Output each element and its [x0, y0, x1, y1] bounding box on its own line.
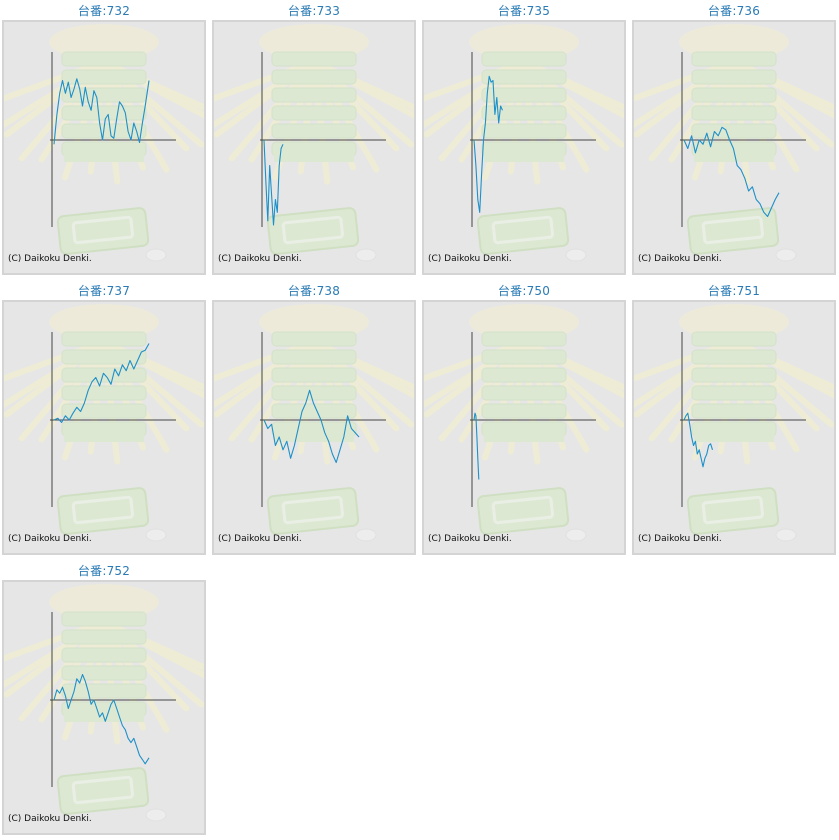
data-series-line [683, 126, 780, 218]
chart-title[interactable]: 台番:735 [497, 4, 551, 18]
chart-title[interactable]: 台番:732 [77, 4, 131, 18]
chart-cell: 台番:750 (C) Daikoku Denki. [422, 280, 626, 557]
chart-title[interactable]: 台番:751 [707, 284, 761, 298]
copyright-text: (C) Daikoku Denki. [218, 254, 302, 264]
chart-cell: 台番:735 (C) Daikoku Denki. [422, 0, 626, 277]
chart-cell: 台番:751 (C) Daikoku Denki. [632, 280, 836, 557]
copyright-text: (C) Daikoku Denki. [8, 534, 92, 544]
chart-cell: 台番:737 (C) Daikoku Denki. [2, 280, 206, 557]
data-series-line [683, 412, 714, 468]
line-chart [680, 332, 806, 507]
chart-panel: (C) Daikoku Denki. [2, 580, 206, 835]
background-image [424, 304, 624, 542]
copyright-text: (C) Daikoku Denki. [218, 534, 302, 544]
background-illustration [634, 24, 834, 262]
background-illustration [214, 304, 414, 542]
copyright-text: (C) Daikoku Denki. [638, 254, 722, 264]
copyright-text: (C) Daikoku Denki. [8, 254, 92, 264]
background-image [214, 304, 414, 542]
copyright-text: (C) Daikoku Denki. [428, 254, 512, 264]
chart-panel: (C) Daikoku Denki. [2, 20, 206, 275]
data-series-line [473, 75, 504, 213]
chart-cell: 台番:736 (C) Daikoku Denki. [632, 0, 836, 277]
chart-cell: 台番:732 (C) Daikoku Denki. [2, 0, 206, 277]
background-image [634, 24, 834, 262]
chart-panel: (C) Daikoku Denki. [422, 300, 626, 555]
chart-title[interactable]: 台番:738 [287, 284, 341, 298]
chart-panel: (C) Daikoku Denki. [422, 20, 626, 275]
background-illustration [424, 24, 624, 262]
line-chart [470, 332, 596, 507]
line-chart [260, 332, 386, 507]
background-illustration [214, 24, 414, 262]
line-chart [470, 52, 596, 227]
chart-cell: 台番:733 (C) Daikoku Denki. [212, 0, 416, 277]
line-chart [680, 52, 806, 227]
chart-cell: 台番:752 (C) Daikoku Denki. [2, 560, 206, 837]
data-series-line [53, 343, 150, 424]
background-image [4, 24, 204, 262]
chart-title[interactable]: 台番:733 [287, 4, 341, 18]
line-chart [50, 52, 176, 227]
background-image [214, 24, 414, 262]
chart-cell: 台番:738 (C) Daikoku Denki. [212, 280, 416, 557]
chart-panel: (C) Daikoku Denki. [212, 300, 416, 555]
copyright-text: (C) Daikoku Denki. [8, 814, 92, 824]
data-series-line [473, 412, 480, 480]
chart-panel: (C) Daikoku Denki. [212, 20, 416, 275]
chart-title[interactable]: 台番:736 [707, 4, 761, 18]
chart-title[interactable]: 台番:750 [497, 284, 551, 298]
background-illustration [424, 304, 624, 542]
background-image [424, 24, 624, 262]
line-chart [50, 612, 176, 787]
chart-title[interactable]: 台番:737 [77, 284, 131, 298]
chart-panel: (C) Daikoku Denki. [2, 300, 206, 555]
copyright-text: (C) Daikoku Denki. [428, 534, 512, 544]
copyright-text: (C) Daikoku Denki. [638, 534, 722, 544]
chart-panel: (C) Daikoku Denki. [632, 300, 836, 555]
line-chart [260, 52, 386, 227]
chart-panel: (C) Daikoku Denki. [632, 20, 836, 275]
data-series-line [53, 673, 150, 765]
data-series-line [263, 139, 284, 226]
data-series-line [263, 389, 360, 464]
chart-title[interactable]: 台番:752 [77, 564, 131, 578]
line-chart [50, 332, 176, 507]
data-series-line [53, 78, 150, 145]
background-illustration [4, 24, 204, 262]
